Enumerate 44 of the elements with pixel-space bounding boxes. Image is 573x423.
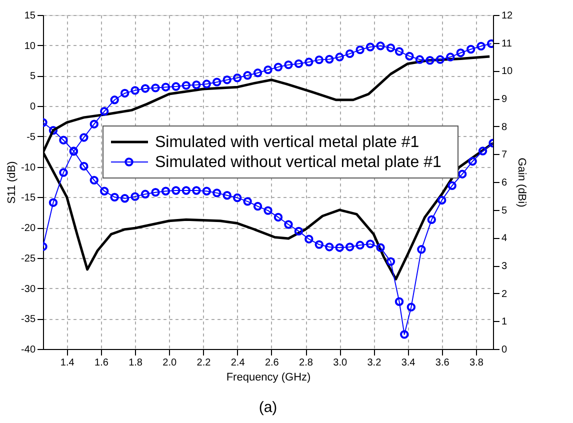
x-tick-label: 3.6: [435, 358, 450, 368]
y2-axis-title: Gain (dBi): [516, 158, 528, 208]
text: (a): [258, 399, 278, 416]
y-tick-label: 15: [24, 10, 36, 22]
y2-tick-label: 9: [502, 94, 508, 105]
x-tick-label: 2.2: [196, 358, 212, 368]
y2-tick-label: 12: [502, 10, 514, 22]
x-tick-label: 1.4: [60, 358, 75, 368]
y2-tick-label: 11: [502, 38, 512, 50]
y-tick-label: -10: [21, 162, 36, 174]
legend-label: Simulated with vertical metal plate #1: [155, 134, 420, 151]
x-tick-label: 3.2: [367, 358, 382, 368]
x-tick-label: 2.4: [230, 358, 246, 368]
legend-label: Simulated without vertical metal plate #1: [155, 154, 442, 171]
y2-tick-label: 1: [502, 316, 508, 328]
x-tick-label: 1.6: [94, 358, 109, 368]
x-tick-label: 2.0: [162, 358, 178, 368]
y-tick-label: -15: [21, 192, 36, 204]
x-tick-label: 3.0: [333, 358, 348, 368]
y2-tick-label: 5: [502, 205, 508, 216]
y2-tick-label: 4: [502, 233, 508, 244]
y2-tick-label: 6: [502, 178, 508, 188]
y-tick-label: -20: [21, 223, 36, 234]
y-tick-label: -30: [21, 284, 36, 295]
y-tick-label: -25: [21, 253, 36, 264]
y2-tick-label: 10: [502, 66, 514, 78]
y-tick-label: -5: [26, 132, 36, 143]
y-tick-label: -35: [21, 314, 36, 326]
y2-tick-label: 8: [502, 122, 508, 133]
x-tick-label: 3.8: [470, 358, 484, 368]
y-tick-label: 10: [24, 40, 36, 52]
x-tick-label: 2.8: [299, 358, 314, 368]
y-tick-label: 5: [30, 71, 36, 82]
y2-tick-label: 0: [502, 344, 508, 356]
y2-tick-label: 3: [502, 261, 508, 272]
y2-tick-label: 7: [502, 150, 508, 161]
x-axis-title: Frequency (GHz): [226, 372, 311, 384]
x-tick-label: 2.6: [264, 358, 280, 368]
y-axis-title: S11 (dB): [6, 161, 18, 204]
y-tick-label: 0: [30, 102, 36, 113]
x-tick-label: 1.8: [128, 358, 143, 368]
y2-tick-label: 2: [502, 288, 508, 300]
y-tick-label: -40: [21, 344, 36, 356]
x-tick-label: 3.4: [401, 358, 416, 368]
